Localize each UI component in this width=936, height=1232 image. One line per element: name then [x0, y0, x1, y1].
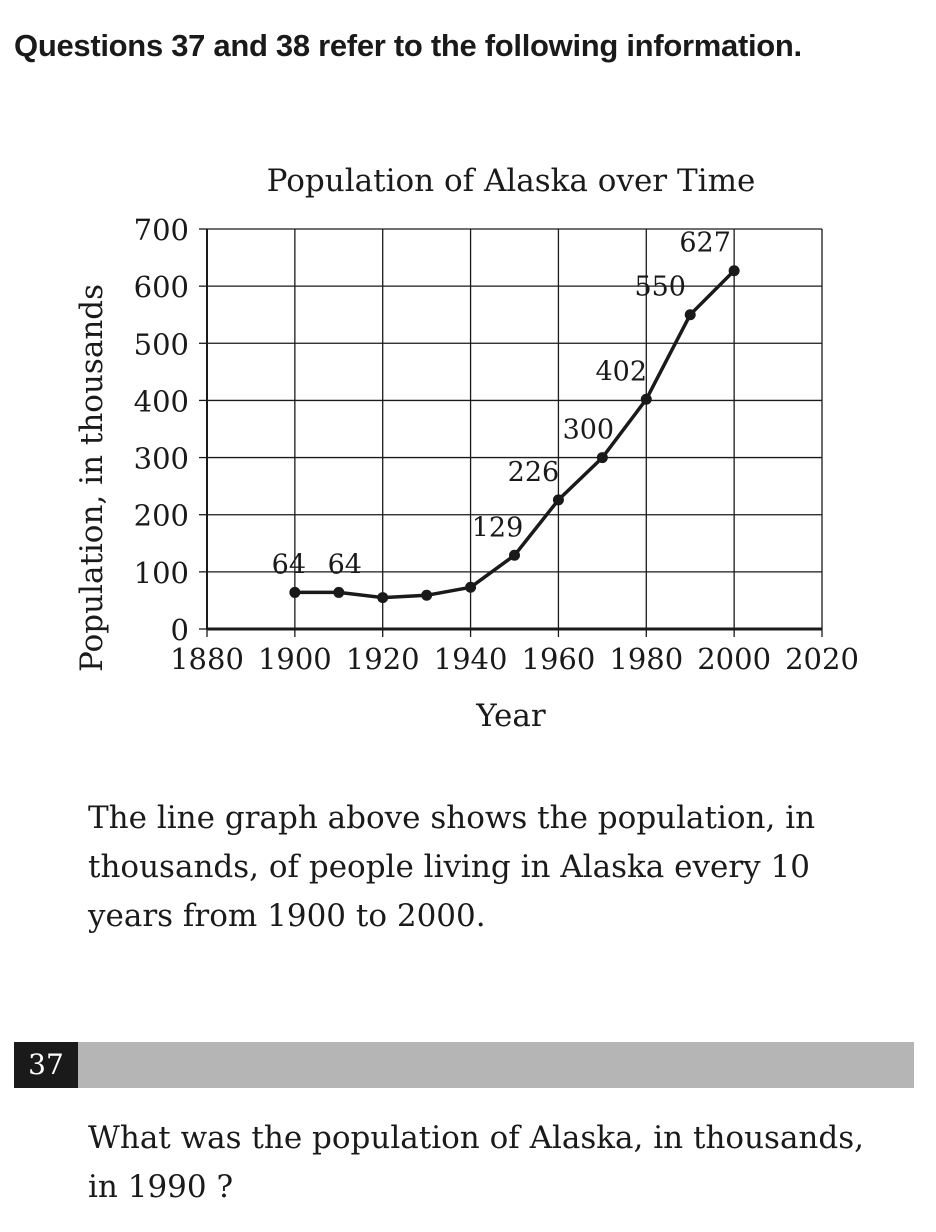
tick-labels: 0 100 200 300 400 500 600 700 1880 1900 1920 1940 19…: [134, 213, 859, 676]
chart-svg: Population of Alaska over Time 0 100 200 30…: [74, 163, 859, 734]
y-tick-label: 200: [134, 499, 189, 533]
data-label: 300: [563, 415, 615, 446]
x-tick-label: 1880: [170, 642, 244, 676]
x-tick-label: 1940: [434, 642, 508, 676]
y-tick-label: 700: [134, 213, 189, 247]
data-point: [596, 452, 608, 464]
y-tick-label: 600: [134, 270, 189, 304]
data-label: 550: [634, 272, 686, 303]
x-tick-label: 2000: [697, 642, 771, 676]
y-tick-label: 400: [134, 384, 189, 418]
question-number: 37: [14, 1042, 78, 1088]
x-tick-label: 1900: [258, 642, 332, 676]
y-tick-label: 100: [134, 556, 189, 590]
y-axis-label: Population, in thousands: [74, 284, 110, 672]
x-tick-label: 2020: [785, 642, 859, 676]
data-point: [684, 309, 696, 321]
section-header: Questions 37 and 38 refer to the followi…: [14, 28, 802, 63]
intro-paragraph: The line graph above shows the populatio…: [88, 800, 816, 934]
data-label: 627: [679, 228, 731, 259]
question-bar: 37: [14, 1042, 914, 1088]
data-label: 402: [596, 356, 648, 387]
data-label: 64: [272, 549, 306, 580]
data-point: [640, 393, 652, 405]
chart-title: Population of Alaska over Time: [267, 163, 756, 199]
axes: [199, 228, 823, 637]
data-point: [377, 592, 389, 604]
data-point: [421, 589, 433, 601]
x-tick-label: 1960: [522, 642, 596, 676]
line-chart: Population of Alaska over Time 0 100 200 30…: [0, 150, 936, 740]
data-label: 129: [472, 512, 524, 543]
data-point: [333, 586, 345, 598]
data-label: 226: [508, 457, 560, 488]
x-axis-label: Year: [475, 698, 546, 734]
x-tick-label: 1920: [346, 642, 420, 676]
question-text: What was the population of Alaska, in th…: [88, 1120, 864, 1205]
x-tick-label: 1980: [609, 642, 683, 676]
data-point: [465, 581, 477, 593]
data-point: [509, 549, 520, 561]
y-tick-label: 0: [171, 613, 189, 647]
data-point: [728, 265, 740, 277]
data-point: [289, 586, 301, 598]
grid-lines: [207, 228, 823, 629]
y-tick-label: 500: [134, 327, 189, 361]
data-point: [552, 494, 564, 506]
series-population: [289, 265, 740, 604]
y-tick-label: 300: [134, 442, 189, 476]
data-label: 64: [328, 549, 362, 580]
